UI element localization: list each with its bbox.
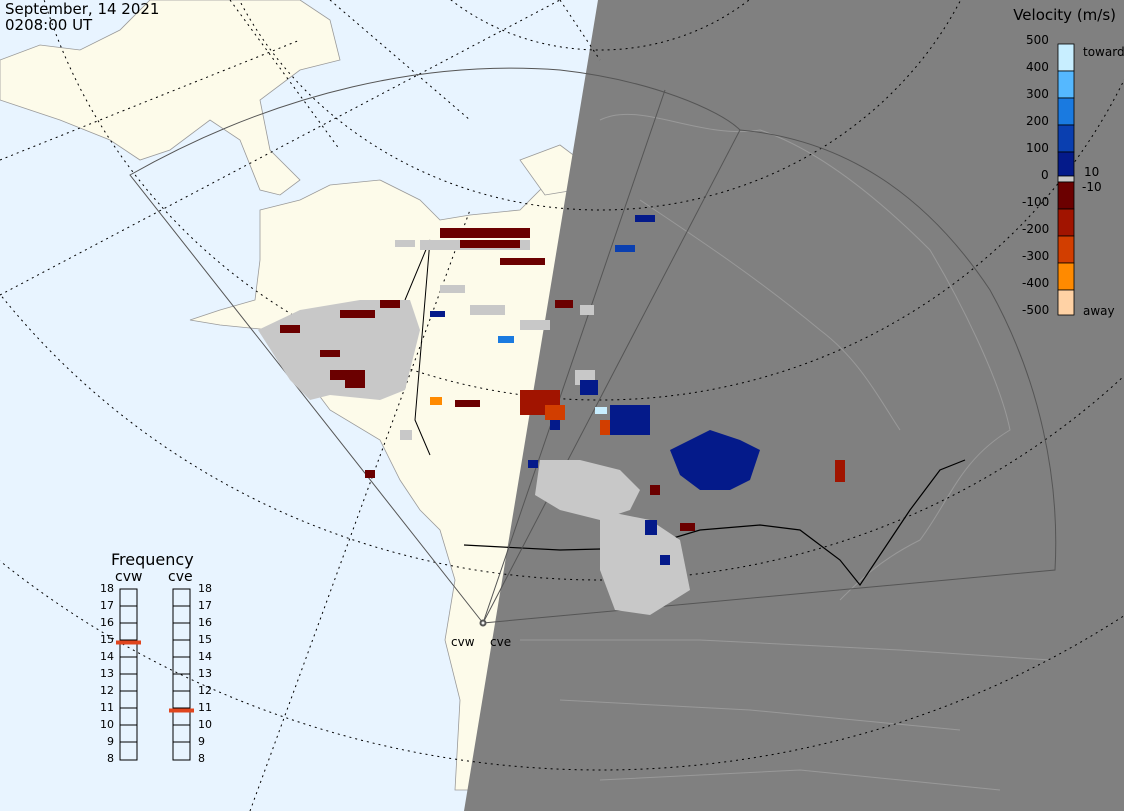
colorbar-tick: -300 (1022, 249, 1050, 263)
frequency-title: Frequency (111, 550, 194, 569)
frequency-gauges (119, 588, 191, 761)
away-label: away (1083, 304, 1115, 318)
frequency-marker-cvw (116, 640, 141, 645)
colorbar-tick: 300 (1026, 87, 1049, 101)
colorbar-tick: 0 (1041, 168, 1049, 182)
frequency-scale-label: 18 (100, 582, 114, 595)
frequency-scale-label: 15 (198, 633, 212, 646)
alaska-border (404, 239, 431, 456)
colorbar-tick: -400 (1022, 276, 1050, 290)
colorbar-tick: -100 (1022, 195, 1050, 209)
frequency-radar-name: cvw (115, 569, 143, 585)
radar-site-markers (479, 619, 487, 627)
frequency-scale-label: 16 (100, 616, 114, 629)
frequency-scale-label: 12 (100, 684, 114, 697)
frequency-scale-label: 11 (100, 701, 114, 714)
frequency-scale-label: 13 (198, 667, 212, 680)
colorbar-tick: -500 (1022, 303, 1050, 317)
frequency-scale-label: 17 (198, 599, 212, 612)
timestamp: September, 14 2021 0208:00 UT (5, 1, 159, 33)
frequency-scale-label: 17 (100, 599, 114, 612)
frequency-scale-label: 13 (100, 667, 114, 680)
frequency-marker-cve (169, 708, 194, 713)
frequency-scale-label: 8 (107, 752, 114, 765)
velocity-colorbar (1057, 43, 1075, 316)
frequency-scale-label: 12 (198, 684, 212, 697)
alaska-peninsula-land (0, 0, 341, 196)
radar-site-label: cve (490, 635, 512, 649)
colorbar-tick: 500 (1026, 33, 1049, 47)
colorbar-tick: -200 (1022, 222, 1050, 236)
frequency-scale-label: 10 (100, 718, 114, 731)
frequency-scale-label: 11 (198, 701, 212, 714)
night-coastlines (520, 113, 1051, 791)
time-label: 0208:00 UT (5, 16, 93, 34)
colorbar-tick: 200 (1026, 114, 1049, 128)
frequency-scale-label: 14 (100, 650, 114, 663)
frequency-scale-label: 9 (107, 735, 114, 748)
frequency-scale-label: 16 (198, 616, 212, 629)
frequency-scale-label: 15 (100, 633, 114, 646)
colorbar-inner-tick: -10 (1082, 180, 1102, 194)
colorbar-tick: 400 (1026, 60, 1049, 74)
radar-fov (129, 67, 1057, 624)
frequency-scale-label: 14 (198, 650, 212, 663)
frequency-radar-name: cve (168, 569, 193, 585)
toward-label: toward (1083, 45, 1124, 59)
frequency-scale-label: 18 (198, 582, 212, 595)
velocity-cells (280, 215, 845, 565)
radar-site-label: cvw (451, 635, 475, 649)
frequency-scale-label: 10 (198, 718, 212, 731)
frequency-scale-label: 8 (198, 752, 205, 765)
date-label: September, 14 2021 (5, 0, 160, 18)
colorbar-tick: 100 (1026, 141, 1049, 155)
frequency-scale-label: 9 (198, 735, 205, 748)
colorbar-title: Velocity (m/s) (1013, 6, 1116, 24)
colorbar-inner-tick: 10 (1084, 165, 1100, 179)
